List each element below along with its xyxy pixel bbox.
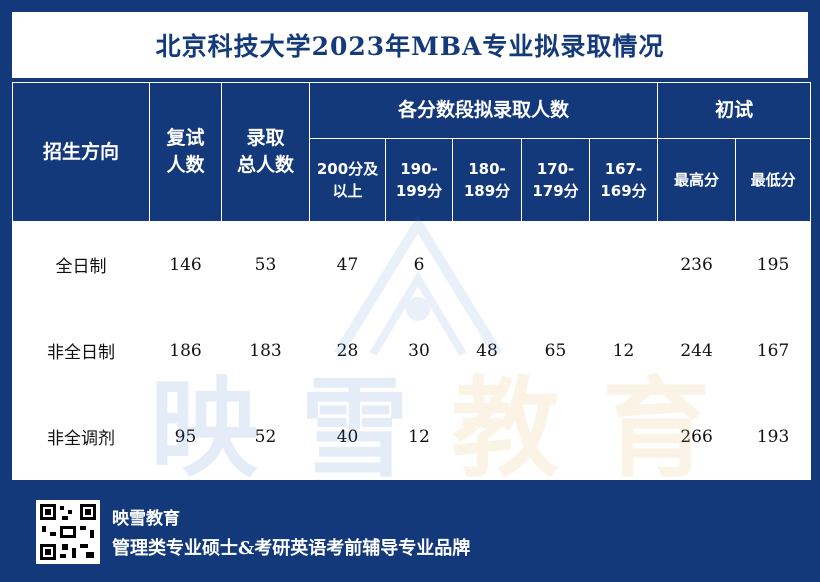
cell-admit: 52 xyxy=(221,393,310,480)
cell-min: 167 xyxy=(735,307,812,394)
admission-table: 招生方向 复试 人数 录取 总人数 各分数段拟录取人数 初试 200分及 以上 xyxy=(12,82,812,480)
table-row: 非全日制 186 183 28 30 48 65 12 244 167 xyxy=(12,307,812,394)
band-4-line2: 179分 xyxy=(532,182,579,200)
cell-min: 193 xyxy=(735,393,812,480)
band-1-line1: 200分及 xyxy=(316,160,379,178)
band-3-line2: 189分 xyxy=(463,182,511,200)
cell-band-2: 30 xyxy=(385,307,453,394)
col-min-score: 最低分 xyxy=(735,138,812,222)
col-band-2: 190- 199分 xyxy=(385,138,453,222)
col-band-1: 200分及 以上 xyxy=(309,138,386,222)
col-direction: 招生方向 xyxy=(12,82,150,222)
col-band-5: 167- 169分 xyxy=(588,138,659,222)
col-score-group: 各分数段拟录取人数 xyxy=(308,82,659,139)
row-name: 非全日制 xyxy=(12,307,150,394)
cell-retest: 95 xyxy=(149,393,222,480)
col-admit: 录取 总人数 xyxy=(221,82,310,222)
cell-band-4 xyxy=(521,393,590,480)
col-band-4: 170- 179分 xyxy=(521,138,590,222)
cell-max: 236 xyxy=(657,221,737,308)
qr-code-icon xyxy=(36,500,100,564)
cell-retest: 146 xyxy=(149,221,222,308)
band-2-line1: 190- xyxy=(400,160,438,178)
cell-band-1: 47 xyxy=(309,221,386,308)
cell-band-4 xyxy=(521,221,590,308)
col-admit-line2: 总人数 xyxy=(236,154,294,176)
cell-band-3 xyxy=(452,393,522,480)
band-4-line1: 170- xyxy=(536,160,575,178)
cell-band-5 xyxy=(588,393,659,480)
row-name: 非全调剂 xyxy=(12,393,150,480)
table-row: 全日制 146 53 47 6 236 195 xyxy=(12,221,812,308)
col-admit-line1: 录取 xyxy=(246,127,285,149)
table-row: 非全调剂 95 52 40 12 266 193 xyxy=(12,393,812,480)
cell-band-3 xyxy=(452,221,522,308)
col-prelim-group: 初试 xyxy=(657,82,812,139)
cell-band-4: 65 xyxy=(521,307,590,394)
band-5-line2: 169分 xyxy=(600,182,647,200)
cell-band-5 xyxy=(588,221,659,308)
cell-retest: 186 xyxy=(149,307,222,394)
cell-band-5: 12 xyxy=(588,307,659,394)
footer-bar: 映雪教育 管理类专业硕士&考研英语考前辅导专业品牌 xyxy=(0,484,820,582)
cell-band-2: 12 xyxy=(385,393,453,480)
band-2-line2: 199分 xyxy=(395,182,443,200)
cell-min: 195 xyxy=(735,221,812,308)
col-retest-line2: 人数 xyxy=(166,154,205,176)
band-5-line1: 167- xyxy=(604,160,643,178)
cell-band-3: 48 xyxy=(452,307,522,394)
cell-max: 244 xyxy=(657,307,737,394)
cell-band-1: 40 xyxy=(309,393,386,480)
cell-admit: 53 xyxy=(221,221,310,308)
cell-max: 266 xyxy=(657,393,737,480)
col-band-3: 180- 189分 xyxy=(452,138,522,222)
band-1-line2: 以上 xyxy=(332,182,363,200)
col-retest-line1: 复试 xyxy=(166,127,205,149)
col-max-score: 最高分 xyxy=(657,138,737,222)
cell-band-2: 6 xyxy=(385,221,453,308)
col-retest: 复试 人数 xyxy=(149,82,222,222)
cell-admit: 183 xyxy=(221,307,310,394)
title-banner: 北京科技大学2023年MBA专业拟录取情况 xyxy=(12,12,808,78)
cell-band-1: 28 xyxy=(309,307,386,394)
band-3-line1: 180- xyxy=(468,160,506,178)
row-name: 全日制 xyxy=(12,221,150,308)
footer-slogan: 管理类专业硕士&考研英语考前辅导专业品牌 xyxy=(112,538,471,559)
page-title: 北京科技大学2023年MBA专业拟录取情况 xyxy=(155,32,665,61)
footer-brand: 映雪教育 xyxy=(112,509,180,529)
